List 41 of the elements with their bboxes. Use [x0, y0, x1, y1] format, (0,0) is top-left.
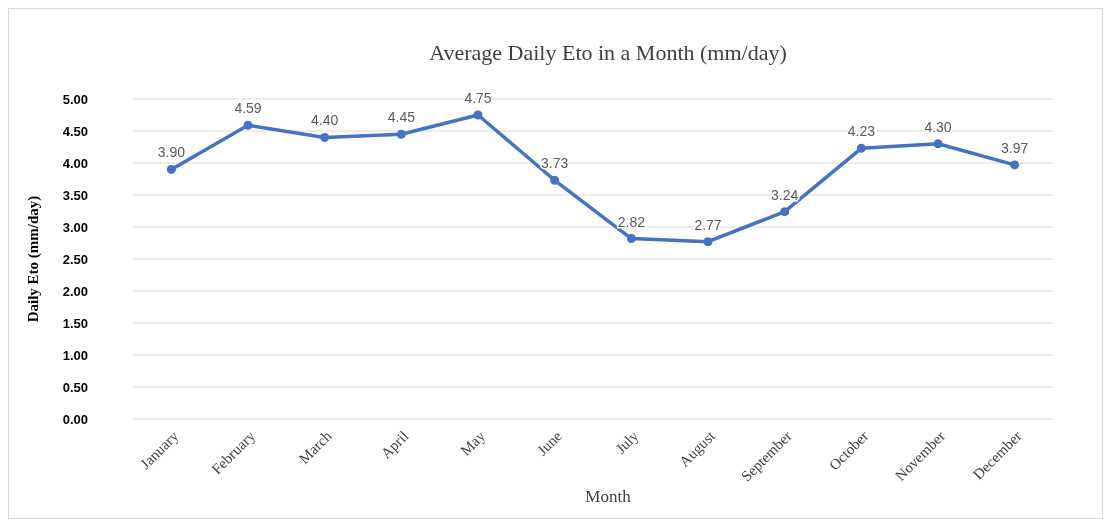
- data-label: 3.24: [771, 186, 799, 203]
- point: [626, 234, 636, 244]
- data-label: 2.77: [694, 216, 722, 233]
- point: [1010, 160, 1020, 170]
- data-label: 2.82: [617, 213, 646, 230]
- data-label: 4.45: [387, 109, 416, 126]
- x-tick-label: May: [457, 427, 489, 459]
- point: [166, 164, 176, 174]
- y-tick-label: 2.00: [62, 284, 88, 299]
- x-axis-title: Month: [585, 487, 632, 506]
- point: [856, 143, 866, 153]
- data-label: 3.97: [1001, 139, 1029, 156]
- data-label: 3.90: [157, 144, 186, 161]
- y-tick-label: 4.00: [62, 156, 88, 171]
- data-label: 4.75: [464, 90, 492, 106]
- data-label: 4.23: [847, 123, 876, 140]
- y-tick-label: 1.50: [62, 316, 88, 331]
- x-tick-label: July: [612, 427, 642, 457]
- y-tick-label: 3.50: [62, 188, 88, 203]
- point: [933, 139, 943, 149]
- data-label: 4.40: [311, 112, 339, 129]
- y-axis-title: Daily Eto (mm/day): [25, 195, 42, 323]
- y-tick-label: 3.00: [62, 220, 88, 235]
- point: [780, 207, 790, 217]
- point: [473, 110, 483, 120]
- y-tick-label: 2.50: [62, 252, 88, 267]
- data-label: 4.59: [234, 100, 262, 117]
- point: [396, 129, 406, 139]
- data-label: 4.30: [924, 118, 952, 135]
- data-label: 3.73: [541, 155, 569, 172]
- point: [320, 132, 330, 142]
- point: [703, 237, 713, 247]
- x-tick-label: June: [534, 427, 566, 459]
- y-tick-label: 1.00: [62, 348, 88, 363]
- point: [243, 120, 253, 130]
- y-tick-label: 0.50: [62, 380, 88, 395]
- y-tick-label: 0.00: [62, 412, 88, 427]
- chart-title: Average Daily Eto in a Month (mm/day): [429, 40, 787, 65]
- point: [550, 175, 560, 185]
- y-tick-label: 5.00: [62, 92, 88, 107]
- y-tick-label: 4.50: [62, 124, 88, 139]
